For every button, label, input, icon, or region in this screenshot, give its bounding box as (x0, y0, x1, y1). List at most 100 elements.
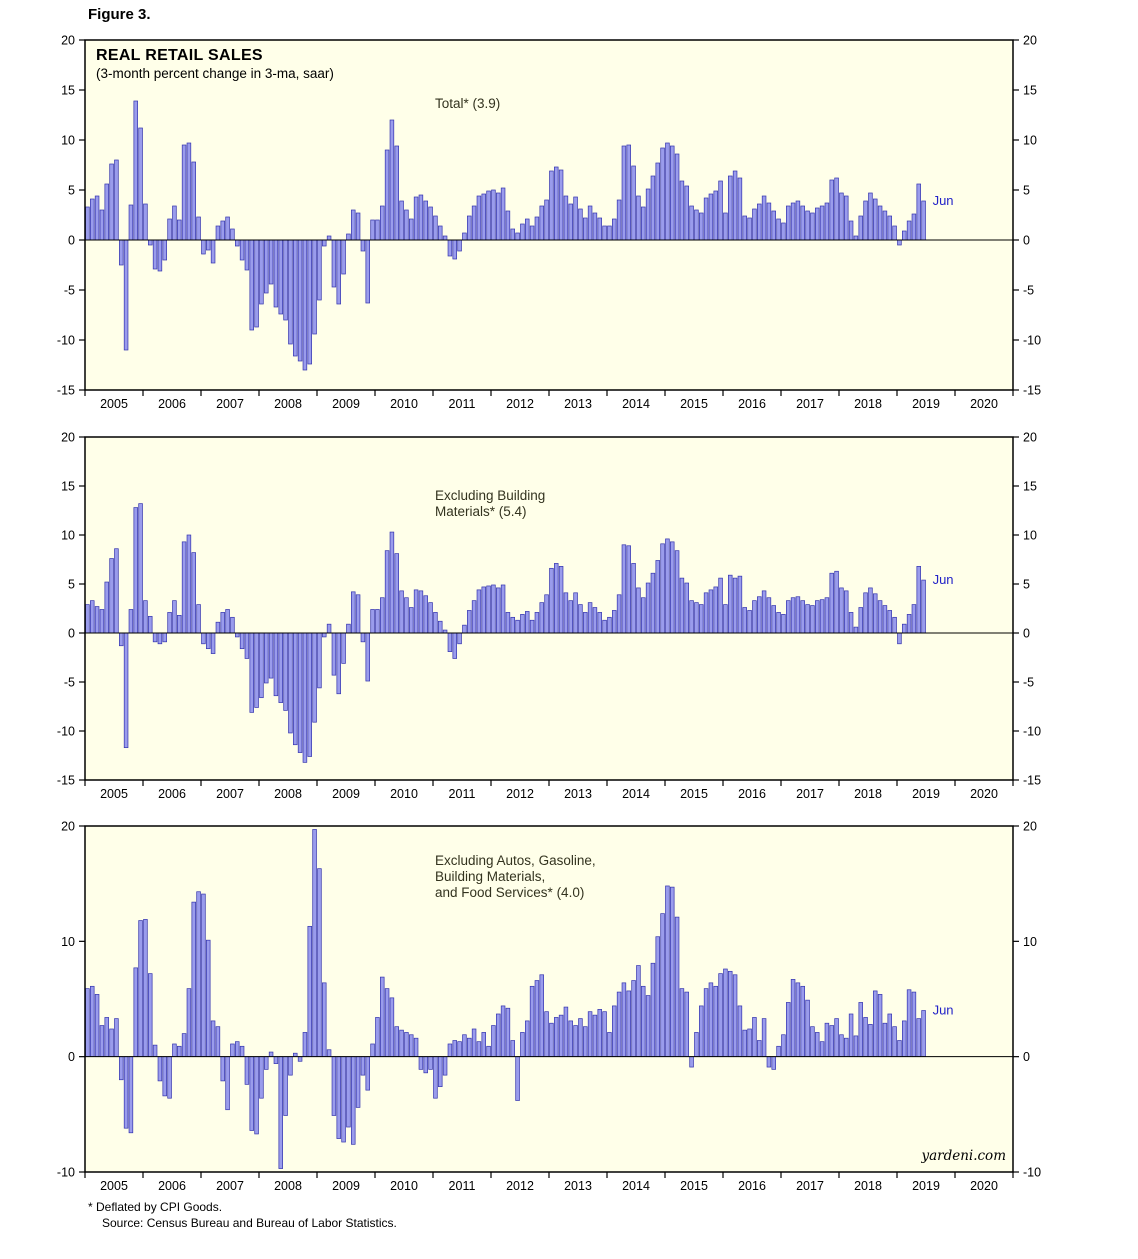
bar (230, 616, 235, 634)
x-axis-year-label: 2012 (506, 1179, 534, 1193)
bar (273, 632, 279, 697)
bar (423, 1056, 428, 1074)
bar (123, 1056, 129, 1129)
bar (776, 612, 781, 634)
bar (757, 203, 762, 241)
bar (810, 212, 815, 241)
bar (500, 584, 506, 634)
x-axis-year-label: 2011 (449, 787, 476, 801)
bar (157, 239, 163, 272)
x-axis-year-label: 2012 (506, 787, 534, 801)
bar (346, 233, 351, 241)
bar (539, 602, 544, 634)
bar (742, 1029, 747, 1058)
bar (486, 1045, 491, 1058)
bar (215, 1026, 221, 1058)
bar (114, 159, 119, 241)
bar (573, 592, 578, 634)
bar (568, 203, 573, 241)
bar (336, 632, 341, 695)
bar (210, 239, 216, 264)
bar (317, 632, 322, 689)
bar (215, 225, 221, 241)
x-axis-year-label: 2005 (100, 1179, 128, 1193)
bar (394, 1026, 399, 1058)
bar (786, 1002, 791, 1058)
x-axis-year-label: 2015 (680, 1179, 708, 1193)
bar (621, 145, 627, 241)
bar (607, 225, 612, 241)
bar (602, 1011, 607, 1058)
bar (558, 566, 564, 634)
bar (684, 582, 689, 634)
x-axis-year-label: 2006 (158, 1179, 186, 1193)
bar (428, 602, 433, 634)
y-axis-label-right: 10 (1023, 935, 1037, 949)
bar (539, 205, 544, 241)
bar (718, 577, 723, 634)
latest-month-label: Jun (933, 193, 954, 208)
bar (529, 225, 535, 241)
bar (133, 507, 138, 634)
bar (268, 632, 274, 679)
bar (317, 239, 322, 301)
y-axis-label-left: -5 (64, 676, 75, 690)
bar (882, 605, 888, 634)
bar (370, 609, 375, 634)
bar (858, 607, 863, 634)
bar (694, 209, 699, 241)
bar (655, 162, 660, 241)
bar (602, 619, 607, 634)
bar (370, 1043, 375, 1058)
y-axis-label-left: 0 (68, 627, 75, 641)
bar (761, 195, 767, 241)
y-axis-label-right: 5 (1023, 578, 1030, 592)
bar (554, 1017, 559, 1058)
bar (235, 1041, 240, 1058)
bar (544, 1011, 549, 1058)
bar (423, 595, 428, 634)
bar (636, 965, 641, 1058)
bar (839, 1034, 844, 1058)
bar (863, 200, 868, 241)
bar (186, 142, 192, 241)
y-axis-label-left: 5 (68, 184, 75, 198)
bar (587, 602, 593, 634)
bar (902, 1020, 907, 1058)
bar (529, 985, 535, 1058)
bar (394, 145, 399, 241)
bar (674, 153, 680, 241)
y-axis-label-left: 20 (61, 820, 75, 834)
bar (549, 1022, 554, 1058)
bar (534, 216, 540, 241)
bar (191, 901, 196, 1058)
watermark: yardeni.com (921, 1148, 1006, 1164)
bar (389, 119, 395, 241)
bar (670, 145, 675, 241)
bar (805, 210, 810, 241)
bar (476, 1041, 482, 1058)
bar (283, 239, 288, 321)
bar (225, 1056, 230, 1111)
bar (375, 1017, 380, 1058)
bar (906, 989, 912, 1058)
bar (85, 604, 90, 634)
bar (293, 1052, 298, 1058)
bar (297, 632, 303, 753)
bar (206, 632, 211, 650)
bar (660, 913, 665, 1058)
bar (496, 192, 501, 241)
bar (191, 161, 196, 241)
bar (201, 632, 206, 645)
bar (157, 632, 163, 645)
bar (568, 600, 573, 634)
bar (844, 1037, 849, 1058)
bar (433, 1056, 438, 1099)
y-axis-label-right: 0 (1023, 627, 1030, 641)
bar (607, 616, 612, 634)
bar (457, 1041, 462, 1058)
bar (781, 1034, 786, 1058)
bar (771, 605, 776, 634)
bar (573, 1025, 578, 1058)
bar (360, 1056, 366, 1076)
